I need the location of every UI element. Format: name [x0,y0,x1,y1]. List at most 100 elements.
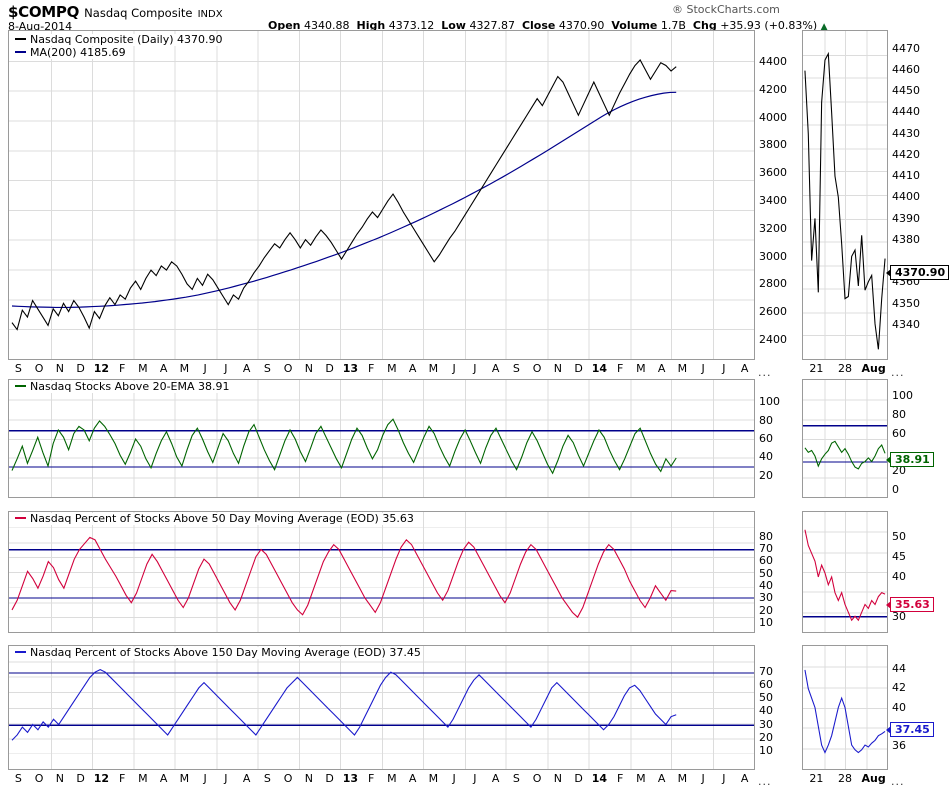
flag-nub-icon [886,725,891,734]
y-axis-tick: 4340 [892,317,920,331]
quote-bar: Open 4340.88 High 4373.12 Low 4327.87 Cl… [268,19,828,32]
x-axis-tick: 21 [809,772,824,785]
x-axis-tick: D [325,772,334,785]
x-axis-tick: S [14,772,22,785]
x-axis-tick: M [636,772,646,785]
x-axis-tick: A [491,772,500,785]
above-20ema-plot[interactable] [8,379,755,498]
quote-close: Close 4370.90 [521,19,605,32]
y-axis-tick: 3800 [759,138,787,152]
up-triangle-icon: ▲ [820,22,828,32]
quote-low: Low 4327.87 [441,19,515,32]
x-axis-tick: F [367,772,375,785]
y-axis-tick: 4390 [892,211,920,225]
x-axis-tick: M [179,772,190,785]
quote-volume: Volume 1.7B [611,19,686,32]
x-axis-tick: J [473,772,477,785]
above-50dma-line-swatch [15,517,26,519]
y-axis-tick: 3400 [759,194,787,207]
x-axis-tick: M [387,772,397,785]
x-axis-tick: 13 [342,772,359,785]
y-axis-tick: 60 [759,677,773,691]
y-axis-tick: 3000 [759,249,787,263]
flag-nub-icon [886,600,891,609]
x-axis-tick: J [722,362,726,375]
y-axis-tick: 3200 [759,221,787,235]
x-axis-tick: O [34,772,44,785]
price-mini-value-flag: 4370.90 [886,265,950,280]
x-axis-tick: J [701,362,705,375]
x-axis-tick: 13 [342,362,359,375]
x-axis-tick: O [283,362,293,375]
x-axis-tick: F [118,362,126,375]
quote-date: 8-Aug-2014 [8,20,73,33]
above-50dma-plot[interactable] [8,511,755,633]
y-axis-tick: 4470 [892,41,920,55]
x-axis-tick: A [408,772,417,785]
x-axis-tick: M [179,362,190,375]
price-line [11,59,677,331]
price-chart-plot[interactable] [8,30,755,360]
y-axis-tick: 70 [759,664,773,678]
x-axis-tick: F [367,362,375,375]
x-axis-tick: 14 [591,772,608,785]
y-axis-tick: 50 [892,530,906,543]
x-axis-tick: J [203,362,207,375]
symbol-type: INDX [197,9,223,20]
x-axis-tick: D [76,362,85,375]
y-axis-tick: 40 [759,578,773,592]
x-axis-tick: D [574,772,583,785]
above-50dma-gridlines [9,512,754,632]
x-axis-tick: N [553,772,562,785]
above-50dma-svg [9,512,754,632]
x-axis-tick: A [242,362,251,375]
x-axis-tick: F [118,772,126,785]
y-axis-tick: 70 [759,542,773,556]
above-20ema-value-flag: 38.91 [886,452,934,467]
x-axis-tick: O [283,772,293,785]
x-axis-tick: J [203,772,207,785]
above-50dma-line [11,536,677,619]
x-axis-tick: D [574,362,583,375]
above-150dma-plot[interactable] [8,645,755,770]
x-axis-tick: M [428,362,439,375]
x-axis-tick: J [224,362,228,375]
x-axis-tick: M [138,772,148,785]
price-chart-gridlines [9,31,754,359]
flag-nub-icon [886,268,891,277]
above-20ema-svg [9,380,754,497]
axis-ellipsis-3: ... [758,775,772,788]
x-axis-tick: A [159,362,168,375]
x-axis-tick: 12 [93,362,110,375]
y-axis-tick: 0 [892,483,899,496]
above-20ema-line-swatch [15,385,26,387]
x-axis-tick: 28 [838,362,852,375]
y-axis-tick: 10 [759,615,773,629]
price-mini-plot[interactable] [802,30,888,360]
x-axis-tick: S [14,362,22,375]
y-axis-tick: 45 [892,550,906,563]
y-axis-tick: 50 [759,691,773,705]
above-150dma-mini-plot[interactable] [802,645,888,770]
x-axis-tick: M [677,772,688,785]
price-mini-svg [803,31,887,359]
x-axis-tick: J [452,362,456,375]
y-axis-tick: 100 [759,395,780,409]
flag-nub-icon [886,455,891,464]
x-axis-tick: A [740,362,749,375]
y-axis-tick: 20 [759,603,773,617]
above-20ema-mini-plot[interactable] [802,379,888,498]
y-axis-tick: 40 [892,570,906,583]
y-axis-tick: 60 [759,432,773,445]
x-axis-tick: J [452,772,456,785]
y-axis-tick: 100 [892,389,913,403]
x-axis-tick: A [159,772,168,785]
y-axis-tick: 36 [892,738,906,752]
y-axis-tick: 3600 [759,166,787,180]
y-axis-tick: 20 [759,731,773,745]
above-50dma-mini-plot[interactable] [802,511,888,633]
price-mini-line [804,51,886,350]
y-axis-tick: 4420 [892,147,920,161]
symbol-name: Nasdaq Composite [84,6,193,20]
above-50dma-reference-lines [9,549,754,599]
